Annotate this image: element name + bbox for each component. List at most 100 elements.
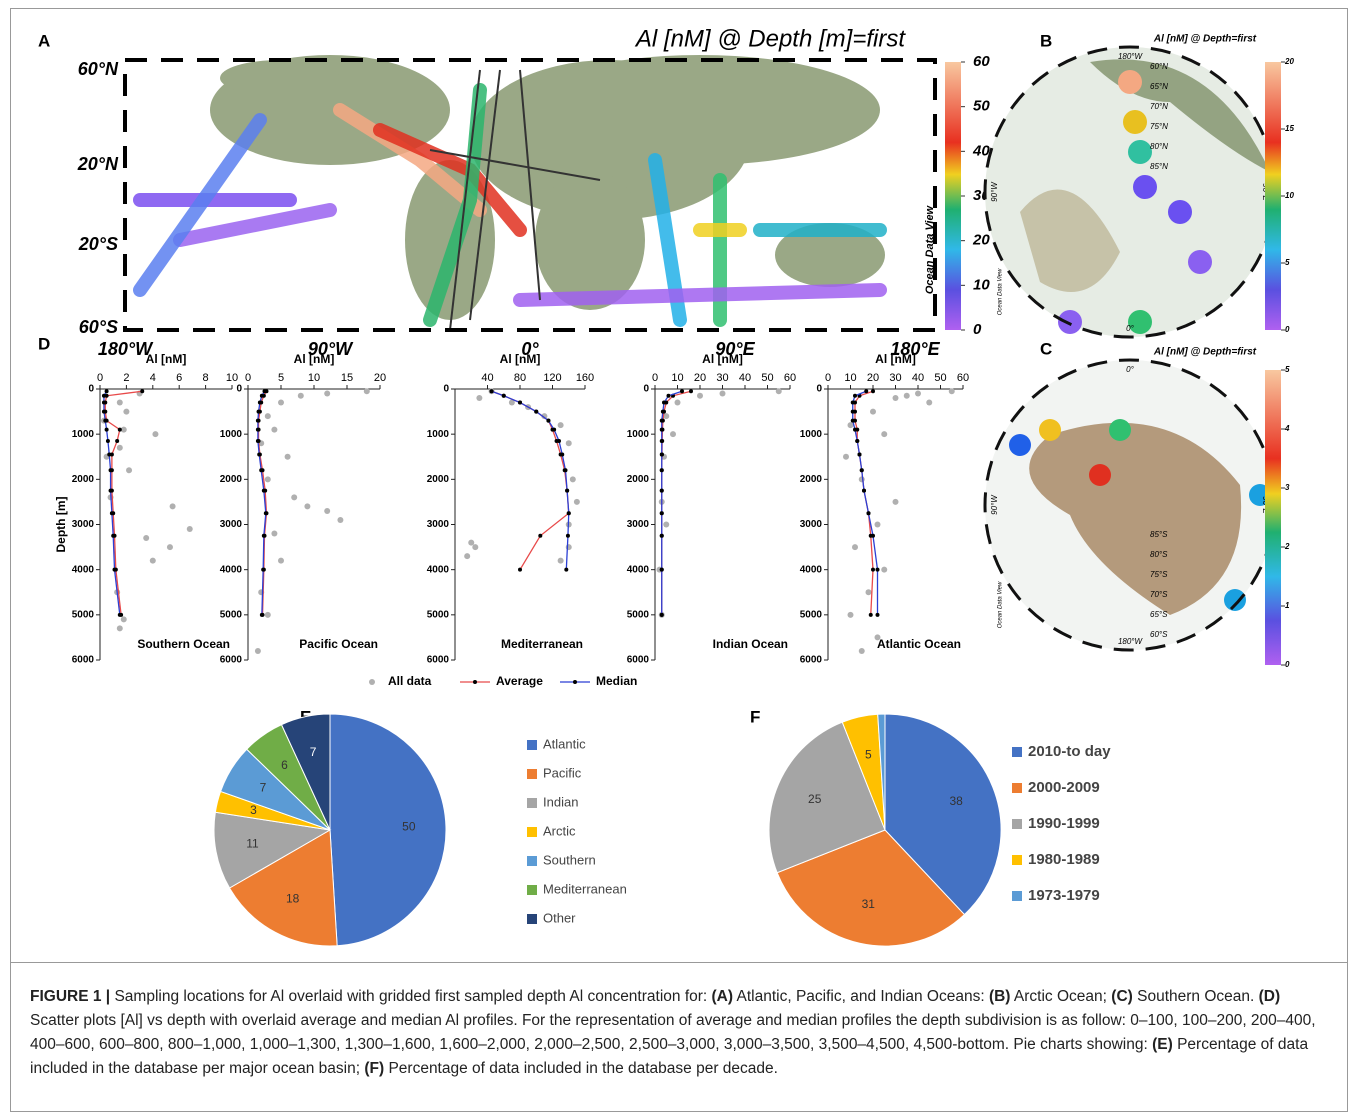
legend-label: Southern — [543, 852, 596, 867]
caption-text: Southern Ocean. — [1132, 988, 1259, 1005]
lat-label: 80°S — [1150, 550, 1168, 559]
profile-point — [552, 427, 557, 432]
map-feature — [423, 83, 487, 327]
profile-point — [259, 612, 264, 617]
map-feature — [1133, 175, 1157, 199]
panel-label: F — [750, 707, 760, 726]
data-point — [557, 557, 564, 564]
lat-label: 60°S — [1150, 630, 1168, 639]
axis-label: 90°W — [990, 181, 999, 202]
y-axis-label: Depth [m] — [54, 497, 68, 553]
lon-label: 90°W — [308, 339, 354, 359]
pie-slice — [884, 713, 1002, 916]
data-point — [865, 589, 872, 596]
panel-title: Indian Ocean — [713, 637, 788, 651]
colorbar-tick-label: 10 — [973, 276, 990, 293]
profile-point — [875, 567, 880, 572]
data-point — [663, 413, 670, 420]
data-point — [324, 507, 331, 514]
colorbar-tick-label: 1 — [1285, 601, 1290, 610]
x-tick-label: 30 — [889, 372, 901, 384]
axis-label: 0° — [1126, 324, 1134, 333]
colorbar-tick-label: 0 — [1285, 325, 1290, 334]
colorbar-tick-label: 20 — [1284, 57, 1294, 66]
legend-label: 2010-to day — [1028, 743, 1111, 760]
x-tick-label: 20 — [374, 372, 386, 384]
profile-point — [875, 612, 880, 617]
profile-point — [565, 488, 570, 493]
map-feature — [1029, 422, 1242, 615]
caption-text: Percentage of data included in the datab… — [30, 1036, 1309, 1077]
profile-point — [666, 393, 671, 398]
legend-swatch — [527, 914, 537, 924]
profile-point — [662, 400, 666, 405]
legend-label: Average — [496, 674, 543, 688]
profile-point — [262, 389, 267, 394]
axis-label: 0° — [1126, 365, 1134, 374]
y-tick-label: 5000 — [627, 609, 650, 620]
data-point — [149, 557, 156, 564]
lon-label: 180°E — [890, 339, 940, 359]
profile-point — [111, 533, 116, 538]
lat-label: 85°N — [1150, 162, 1168, 171]
profile-point — [263, 511, 268, 516]
profile-point — [109, 511, 114, 516]
legend-swatch — [527, 856, 537, 866]
colorbar-tick-label: 10 — [1285, 191, 1294, 200]
profile-point — [104, 427, 109, 432]
panel-label: D — [38, 334, 50, 353]
legend-swatch — [1012, 855, 1022, 865]
pie-slice — [768, 721, 886, 874]
profile-point — [115, 438, 120, 443]
profile-point — [855, 438, 860, 443]
lat-label: 75°N — [1150, 122, 1168, 131]
profile-point — [850, 409, 855, 414]
profile-point — [256, 409, 261, 414]
profile-line — [661, 390, 683, 615]
map-feature — [1188, 250, 1212, 274]
profile-line — [491, 390, 570, 571]
profile-point — [862, 488, 866, 493]
data-point — [123, 408, 130, 415]
map-feature — [1109, 419, 1131, 441]
pie-slice — [329, 713, 447, 947]
profile-point — [255, 418, 260, 423]
map-feature — [1009, 434, 1031, 456]
x-tick-label: 15 — [341, 372, 353, 384]
profile-point — [259, 468, 264, 473]
map-frame — [123, 58, 937, 332]
data-point — [324, 390, 331, 397]
map-feature — [469, 69, 501, 321]
colorbar-tick-label: 5 — [1285, 365, 1290, 374]
profile-point — [866, 511, 871, 516]
lat-label: 70°S — [1150, 590, 1168, 599]
profile-point — [868, 612, 873, 617]
data-point — [903, 392, 910, 399]
profile-point — [101, 409, 106, 414]
data-point — [284, 453, 291, 460]
profile-point — [853, 393, 857, 398]
x-tick-label: 0 — [97, 372, 103, 384]
lat-label: 60°S — [79, 317, 118, 337]
profile-point — [261, 533, 266, 538]
map-feature — [449, 69, 481, 331]
lat-label: 20°S — [78, 234, 118, 254]
pie-label: 11 — [246, 837, 259, 851]
x-axis-label: Al [nM] — [146, 352, 187, 366]
profile-point — [659, 567, 664, 572]
y-tick-label: 6000 — [627, 655, 650, 666]
profile-point — [564, 567, 569, 572]
data-point — [858, 647, 865, 654]
y-tick-label: 6000 — [220, 655, 243, 666]
legend-swatch — [527, 885, 537, 895]
profile-point — [689, 389, 693, 394]
y-tick-label: 2000 — [800, 474, 823, 485]
data-point — [874, 634, 881, 641]
colorbar-label: Ocean Data View — [998, 268, 1004, 315]
legend-label: Pacific — [543, 765, 582, 780]
map-feature — [1058, 310, 1082, 334]
figure: ABCDEFAl [nM] @ Depth [m]=first60°N20°N2… — [38, 25, 1294, 947]
data-point — [120, 616, 127, 623]
legend-swatch — [1012, 819, 1022, 829]
data-point — [116, 625, 123, 632]
